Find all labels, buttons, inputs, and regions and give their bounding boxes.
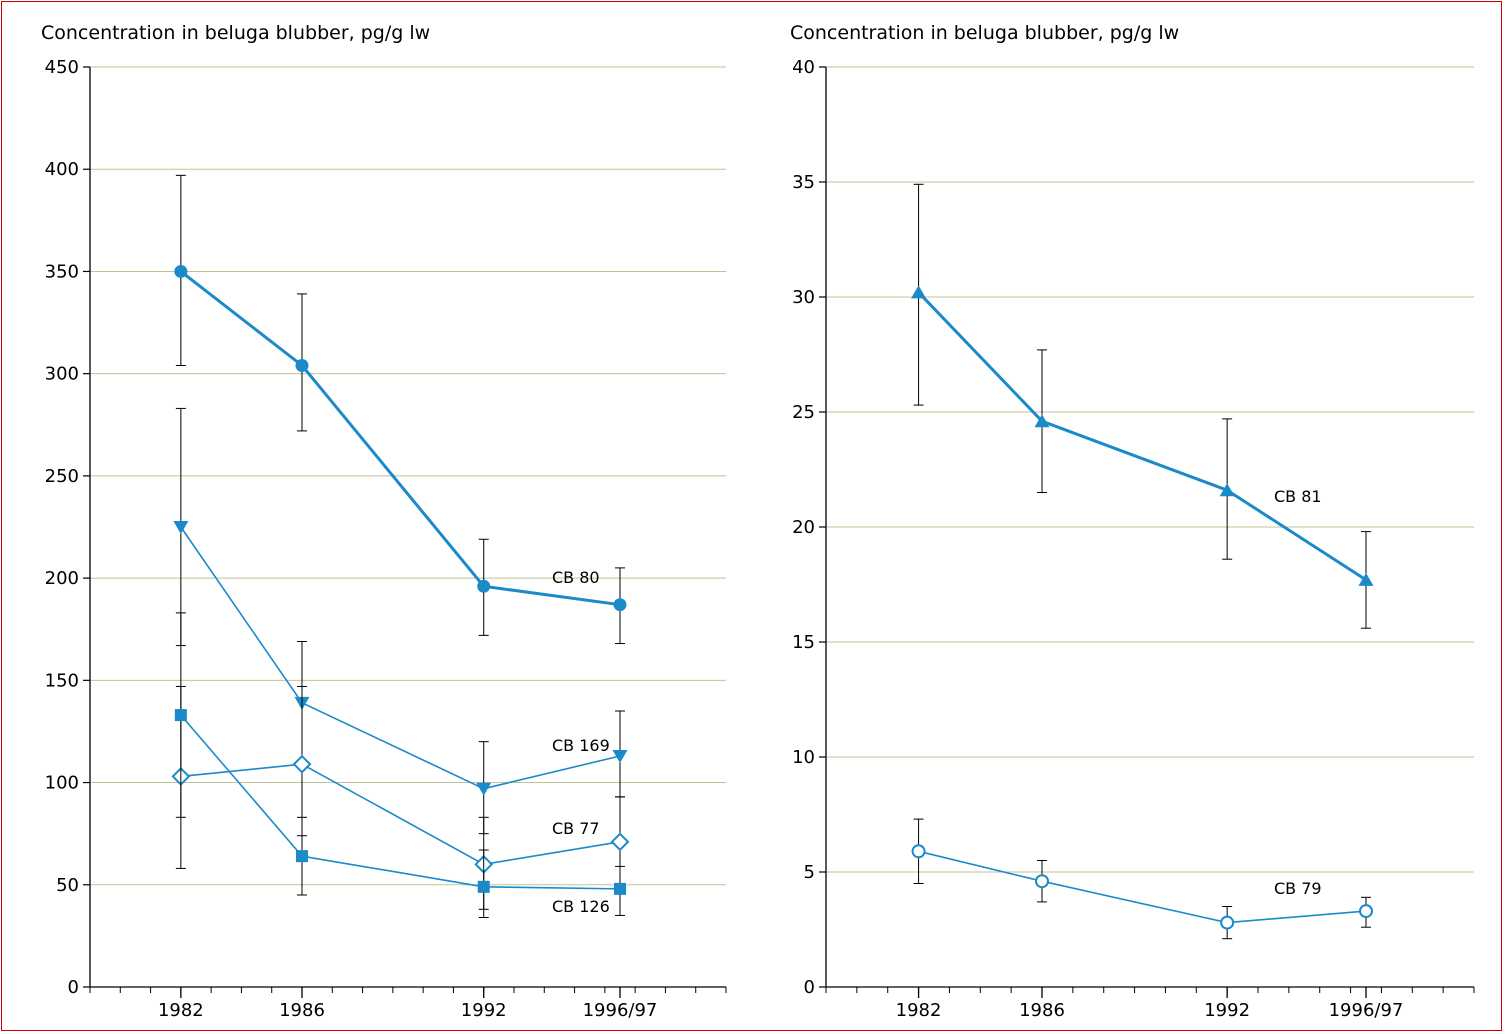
- y-tick-label: 250: [45, 466, 79, 487]
- right-plot: 0 5 10 15 20 25 30 35 40 1982 1986 1992 1996/97 CB 81…: [792, 57, 1475, 1021]
- series-cb-169-line: [180, 526, 621, 790]
- y-tick-label: 50: [56, 875, 79, 896]
- series-cb-79-marker: [1035, 874, 1049, 889]
- series-cb-126-label: CB 126: [552, 897, 610, 916]
- series-cb-77-line: [180, 763, 621, 866]
- series-cb-80-marker: [613, 598, 627, 612]
- y-tick-label: 150: [45, 670, 79, 691]
- y-tick-label: 0: [804, 977, 815, 998]
- series-cb-81-line: [917, 291, 1367, 582]
- y-tick-label: 0: [68, 977, 79, 998]
- series-cb-80: CB 80: [174, 174, 627, 645]
- series-cb-80-line: [179, 270, 621, 607]
- series-cb-169-marker: [173, 521, 189, 534]
- x-tick-label: 1992: [1204, 1000, 1250, 1021]
- series-cb-81-marker: [1219, 483, 1235, 497]
- x-tick-label: 1986: [1019, 1000, 1065, 1021]
- series-cb-81-marker: [1358, 572, 1374, 586]
- series-cb-169-marker: [612, 749, 628, 763]
- y-tick-label: 40: [792, 57, 815, 78]
- y-tick-label: 350: [45, 261, 79, 282]
- series-cb-81-marker: [911, 285, 927, 299]
- series-cb-79-label: CB 79: [1274, 879, 1322, 898]
- left-plot: 0 50 100 150 200 250 300 350 400 450 1982 1986 1992 1…: [45, 57, 727, 1021]
- series-cb-126-marker: [614, 882, 626, 895]
- x-tick-label: 1996/97: [1329, 1000, 1404, 1021]
- series-cb-126-marker: [174, 709, 187, 722]
- left-panel: Concentration in beluga blubber, pg/g lw…: [41, 22, 727, 1021]
- y-tick-label: 20: [792, 517, 815, 538]
- series-cb-79-line: [918, 850, 1367, 924]
- series-cb-126: CB 126: [174, 612, 626, 916]
- series-cb-79-marker: [1220, 915, 1235, 930]
- y-tick-label: 25: [792, 402, 815, 423]
- y-tick-label: 10: [792, 747, 815, 768]
- y-tick-label: 200: [45, 568, 79, 589]
- series-cb-79-marker: [911, 844, 926, 859]
- x-tick-label: 1992: [461, 1000, 507, 1021]
- y-tick-label: 15: [792, 632, 815, 653]
- y-tick-label: 35: [792, 172, 815, 193]
- series-cb-81-label: CB 81: [1274, 487, 1322, 506]
- series-cb-126-line: [180, 714, 621, 890]
- series-cb-80-marker: [295, 358, 309, 372]
- series-cb-126-marker: [296, 850, 308, 863]
- series-cb-79-marker: [1359, 904, 1373, 919]
- x-tick-label: 1996/97: [583, 1000, 658, 1021]
- series-cb-77-label: CB 77: [552, 819, 600, 838]
- series-cb-81-marker: [1034, 414, 1050, 428]
- series-cb-80-label: CB 80: [552, 568, 600, 587]
- y-tick-label: 300: [45, 364, 79, 385]
- y-tick-label: 450: [45, 57, 79, 78]
- y-tick-label: 30: [792, 287, 815, 308]
- y-tick-label: 400: [45, 159, 79, 180]
- series-cb-77-marker: [292, 754, 312, 774]
- x-tick-label: 1986: [279, 1000, 325, 1021]
- x-tick-label: 1982: [158, 1000, 204, 1021]
- series-cb-81: CB 81: [911, 183, 1374, 629]
- series-cb-80-marker: [174, 264, 188, 278]
- x-tick-label: 1982: [896, 1000, 942, 1021]
- y-tick-label: 5: [804, 862, 815, 883]
- series-cb-169-marker: [476, 782, 492, 796]
- series-cb-80-marker: [477, 579, 491, 593]
- right-y-axis-label: Concentration in beluga blubber, pg/g lw: [790, 22, 1179, 44]
- series-cb-79: CB 79: [911, 818, 1373, 940]
- series-cb-126-marker: [477, 880, 490, 893]
- y-tick-label: 100: [45, 773, 79, 794]
- right-panel: Concentration in beluga blubber, pg/g lw…: [790, 22, 1475, 1021]
- series-cb-77-marker: [610, 832, 630, 852]
- series-cb-169-label: CB 169: [552, 736, 610, 755]
- series-cb-77: CB 77: [171, 685, 630, 918]
- left-y-axis-label: Concentration in beluga blubber, pg/g lw: [41, 22, 430, 44]
